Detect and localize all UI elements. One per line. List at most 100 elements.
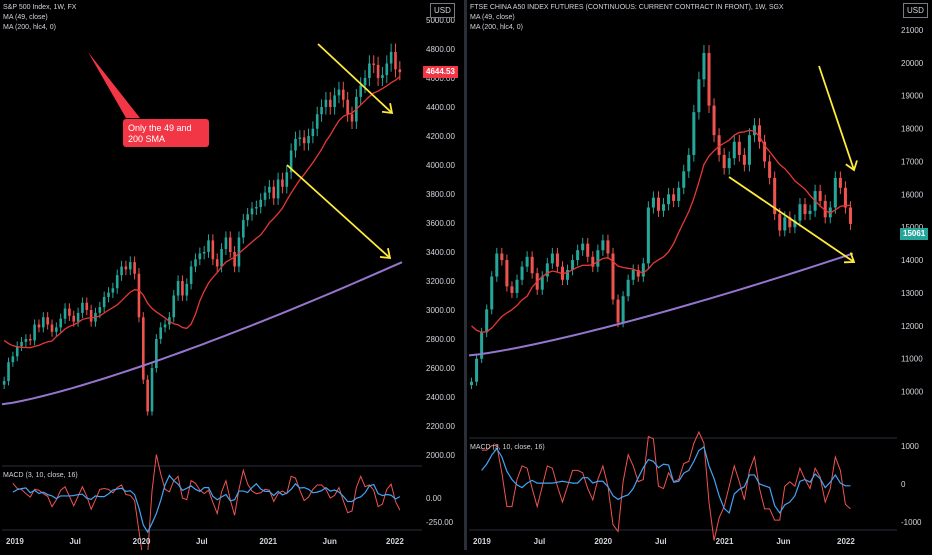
a50-candle-body bbox=[485, 309, 489, 333]
sp500-y-tick-label: 3200.00 bbox=[426, 277, 455, 286]
sp500-candle-body bbox=[11, 356, 15, 363]
a50-candle-body bbox=[727, 158, 731, 169]
a50-candle-body bbox=[611, 253, 615, 300]
a50-arrow-top-head bbox=[845, 160, 858, 172]
sp500-candle-body bbox=[172, 295, 176, 318]
a50-candle-body bbox=[505, 260, 509, 287]
a50-candle-body bbox=[707, 53, 711, 106]
sp500-candle-body bbox=[320, 107, 323, 115]
a50-y-tick-label: 21000 bbox=[901, 26, 924, 35]
a50-chart[interactable]: 21000 20000 19000 18000 17000 16000 15000 14000… bbox=[467, 0, 932, 550]
sp500-callout-note[interactable]: Only the 49 and 200 SMA bbox=[123, 119, 209, 147]
a50-candle-body bbox=[818, 191, 822, 201]
sp500-candle-body bbox=[81, 302, 84, 313]
sp500-candle-body bbox=[328, 99, 332, 107]
sp500-candle-body bbox=[324, 99, 328, 107]
a50-candle-body bbox=[601, 240, 605, 251]
sp500-candle-body bbox=[20, 341, 23, 347]
a50-macd-label: MACD (3, 10, close, 16) bbox=[470, 444, 545, 451]
sp500-candle-body bbox=[389, 51, 393, 64]
a50-candle-body bbox=[677, 187, 681, 201]
a50-candle-body bbox=[631, 269, 635, 280]
sp500-candle-body bbox=[333, 95, 336, 107]
sp500-y-tick-label: 2000.00 bbox=[426, 451, 455, 460]
a50-candle-body bbox=[475, 358, 479, 382]
a50-candle-body bbox=[581, 243, 585, 251]
sp500-time-label: 2019 bbox=[6, 537, 24, 546]
a50-candle-body bbox=[793, 220, 797, 228]
a50-candle-body bbox=[848, 207, 852, 224]
sp500-time-label: Jun bbox=[323, 537, 337, 546]
a50-candle-body bbox=[495, 253, 499, 277]
sp500-candle-body bbox=[202, 252, 206, 254]
sp500-legend-ma49: MA (49, close) bbox=[3, 14, 48, 21]
a50-currency-button[interactable]: USD bbox=[903, 3, 928, 18]
a50-candle-body bbox=[737, 141, 741, 155]
sp500-candle-body bbox=[115, 275, 119, 289]
sp500-candle-body bbox=[263, 192, 267, 200]
sp500-candle-body bbox=[37, 324, 41, 328]
sp500-candle-body bbox=[359, 85, 362, 97]
sp500-candle-body bbox=[24, 339, 28, 342]
a50-candle-body bbox=[768, 161, 772, 178]
a50-macd-tick-label: 1000 bbox=[901, 442, 919, 451]
a50-y-tick-label: 19000 bbox=[901, 92, 924, 101]
a50-candle-body bbox=[803, 204, 807, 215]
sp500-candle-body bbox=[59, 318, 62, 328]
a50-candle-body bbox=[571, 260, 575, 270]
a50-y-tick-label: 16000 bbox=[901, 190, 924, 199]
sp500-candle-body bbox=[28, 339, 32, 341]
a50-candle-body bbox=[778, 214, 782, 231]
sp500-chart-pane[interactable]: 5000.00 4800.00 4600.00 4400.00 4200.00 4000.… bbox=[0, 0, 464, 555]
a50-candle-body bbox=[702, 53, 706, 80]
sp500-candle-body bbox=[398, 69, 402, 73]
sp500-macd-signal-line bbox=[12, 474, 401, 534]
a50-candle-body bbox=[742, 154, 746, 165]
sp500-candle-body bbox=[185, 283, 189, 296]
sp500-candle-body bbox=[228, 237, 232, 252]
a50-time-label: Jul bbox=[534, 537, 546, 546]
sp500-y-tick-label: 4800.00 bbox=[426, 45, 455, 54]
a50-candle-body bbox=[717, 135, 721, 155]
sp500-time-label: 2020 bbox=[133, 537, 151, 546]
a50-legend-title: FTSE CHINA A50 INDEX FUTURES (CONTINUOUS… bbox=[470, 4, 784, 11]
a50-arrow-bottom bbox=[728, 176, 855, 263]
a50-candle-body bbox=[758, 125, 762, 142]
sp500-candle-body bbox=[68, 308, 71, 316]
a50-candle-body bbox=[596, 250, 600, 267]
sp500-chart[interactable]: 5000.00 4800.00 4600.00 4400.00 4200.00 4000.… bbox=[0, 0, 464, 555]
sp500-candle-body bbox=[381, 75, 384, 78]
sp500-time-label: Jul bbox=[69, 537, 81, 546]
a50-candle-body bbox=[550, 253, 554, 264]
sp500-candle-body bbox=[289, 150, 293, 173]
sp500-candle-body bbox=[298, 137, 302, 139]
sp500-candle-body bbox=[142, 317, 145, 380]
sp500-time-label: 2021 bbox=[259, 537, 277, 546]
sp500-candle-body bbox=[211, 240, 215, 260]
a50-y-tick-label: 17000 bbox=[901, 157, 924, 166]
a50-candle-body bbox=[555, 253, 559, 267]
a50-candle-body bbox=[788, 217, 792, 228]
sp500-candle-body bbox=[128, 262, 132, 270]
sp500-y-tick-label: 3000.00 bbox=[426, 306, 455, 315]
sp500-macd-tick-label: 0.00 bbox=[426, 494, 442, 503]
sp500-currency-button[interactable]: USD bbox=[430, 3, 455, 18]
a50-candle-body bbox=[798, 204, 802, 221]
a50-candle-body bbox=[591, 256, 595, 267]
sp500-last-price-tag: 4644.53 bbox=[423, 66, 458, 78]
a50-macd-tick-label: 0 bbox=[901, 480, 906, 489]
sp500-candle-body bbox=[272, 186, 276, 199]
sp500-candle-body bbox=[98, 307, 102, 313]
a50-chart-pane[interactable]: 21000 20000 19000 18000 17000 16000 15000 14000… bbox=[467, 0, 932, 550]
sp500-candle-body bbox=[155, 339, 158, 368]
a50-candle-body bbox=[646, 207, 650, 264]
pane-divider[interactable] bbox=[464, 0, 467, 550]
sp500-candle-body bbox=[337, 89, 341, 96]
sp500-candle-body bbox=[307, 136, 310, 144]
a50-candle-body bbox=[606, 240, 610, 254]
a50-time-label: 2020 bbox=[594, 537, 612, 546]
sp500-legend-title: S&P 500 Index, 1W, FX bbox=[3, 4, 77, 11]
a50-time-label: Jul bbox=[655, 537, 667, 546]
sp500-ma49-line bbox=[3, 76, 401, 349]
sp500-candle-body bbox=[15, 346, 19, 357]
